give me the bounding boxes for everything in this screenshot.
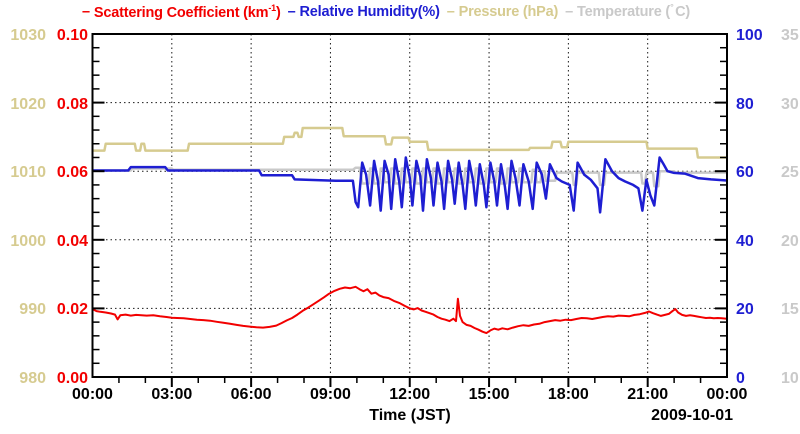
- x-axis-title: Time (JST): [369, 407, 451, 424]
- pressure-tick-label: 1020: [10, 95, 46, 113]
- time-tick-label: 18:00: [547, 386, 589, 403]
- legend-dash-temperature: –: [565, 4, 574, 20]
- humidity-tick-label: 100: [736, 27, 763, 44]
- pressure-line: [92, 126, 727, 159]
- pressure-tick-label: 1010: [10, 164, 46, 182]
- humidity-tick-label: 20: [736, 301, 754, 319]
- time-tick-label: 21:00: [627, 386, 669, 403]
- temperature-tick-label: 25: [781, 164, 799, 182]
- temperature-tick-label: 20: [781, 232, 799, 250]
- scattering-tick-label: 0.02: [56, 301, 88, 319]
- time-tick-label: 00:00: [706, 386, 748, 403]
- legend-dash-humidity: –: [287, 4, 296, 20]
- pressure-tick-label: 990: [19, 301, 46, 319]
- time-tick-label: 03:00: [151, 386, 193, 403]
- time-tick-label: 00:00: [72, 386, 113, 403]
- legend-label-humidity: Relative Humidity(%): [299, 4, 440, 20]
- legend-dash-pressure: –: [446, 4, 455, 20]
- legend-item-scattering: – Scattering Coefficient (km-1): [82, 3, 281, 21]
- temperature-tick-label: 30: [781, 95, 799, 113]
- scattering-coefficient-line: [92, 285, 728, 335]
- relative-humidity-line: [92, 156, 728, 214]
- temperature-tick-label: 15: [781, 301, 799, 319]
- scattering-tick-label: 0.06: [56, 164, 88, 182]
- scattering-tick-label: 0.04: [56, 232, 88, 250]
- scattering-tick-label: 0.08: [56, 95, 88, 113]
- pressure-tick-label: 980: [19, 370, 46, 387]
- legend-label-pressure: Pressure (hPa): [458, 4, 559, 20]
- pressure-tick-label: 1000: [10, 232, 46, 250]
- humidity-tick-label: 60: [736, 164, 754, 182]
- temperature-tick-label: 35: [781, 27, 799, 44]
- legend-label-temperature: Temperature (° C): [577, 2, 690, 20]
- legend-item-pressure: – Pressure (hPa): [446, 4, 559, 20]
- humidity-tick-label: 0: [736, 370, 745, 387]
- x-axis-date: 2009-10-01: [651, 407, 733, 424]
- time-tick-label: 15:00: [468, 386, 510, 403]
- time-tick-label: 06:00: [230, 386, 272, 403]
- legend-dash-scattering: –: [82, 3, 90, 20]
- chart-legend: – Scattering Coefficient (km-1) – Relati…: [82, 2, 690, 22]
- time-tick-label: 12:00: [389, 386, 431, 403]
- scattering-tick-label: 0.10: [56, 27, 88, 44]
- humidity-tick-label: 80: [736, 95, 754, 113]
- legend-label-scattering: Scattering Coefficient (km-1): [93, 3, 281, 21]
- pressure-tick-label: 1030: [10, 27, 46, 44]
- legend-item-humidity: – Relative Humidity(%): [288, 4, 440, 20]
- scattering-tick-label: 0.00: [56, 370, 88, 387]
- temperature-tick-label: 10: [781, 370, 799, 387]
- humidity-tick-label: 40: [736, 232, 754, 250]
- legend-item-temperature: – Temperature (° C): [565, 2, 690, 20]
- time-tick-label: 09:00: [309, 386, 351, 403]
